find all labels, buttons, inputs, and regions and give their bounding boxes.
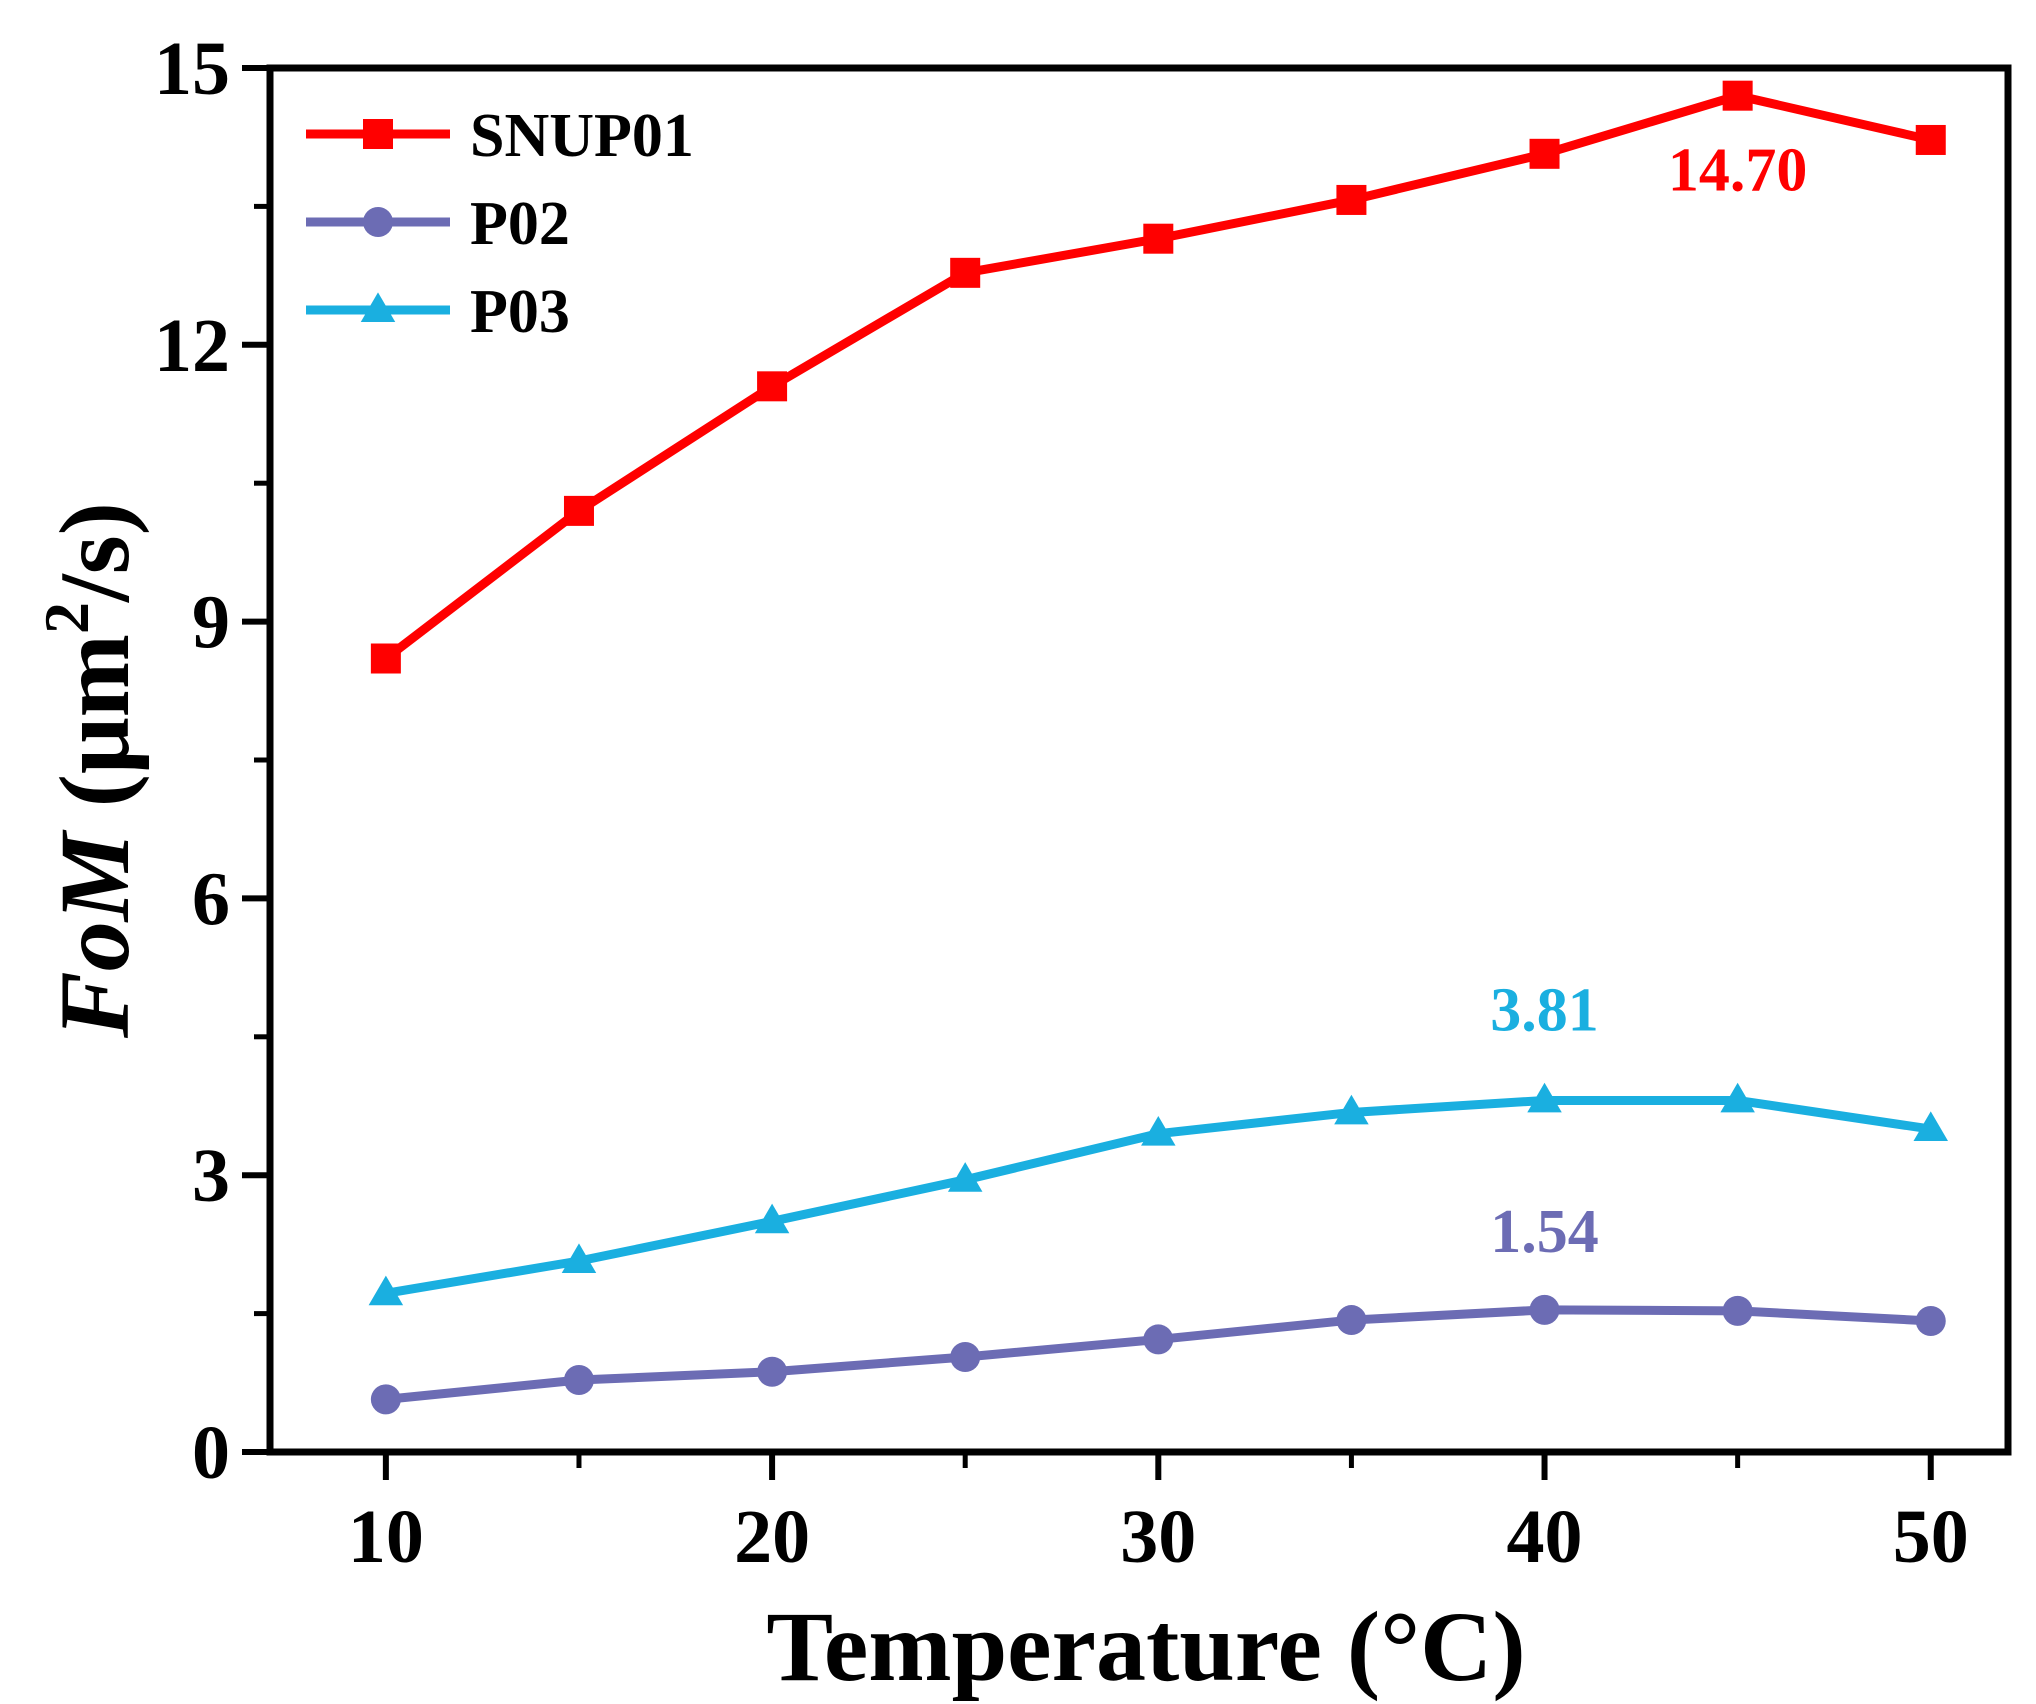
y-axis-title: FoM (μm2/s): [31, 502, 150, 1039]
y-axis-title-superscript: 2: [31, 602, 102, 634]
y-axis-title-italic: FoM: [39, 829, 150, 1039]
y-tick-label: 6: [192, 857, 230, 941]
series-line-p02: [385, 1305, 1931, 1404]
y-tick-label: 12: [154, 304, 230, 388]
data-point-snup01: [563, 495, 594, 526]
y-tick-label: 15: [154, 27, 230, 111]
data-point-p03: [1527, 1082, 1562, 1113]
legend-item-p02: P02: [306, 190, 570, 258]
data-point-snup01: [370, 643, 401, 674]
data-point-p02: [1336, 1305, 1367, 1336]
legend-marker-snup01: [363, 119, 393, 149]
x-tick-label: 40: [1507, 1495, 1583, 1579]
series-snup01: [370, 80, 1946, 674]
data-point-snup01: [950, 257, 981, 288]
series-p02: [370, 1294, 1946, 1415]
legend-label-p03: P03: [470, 278, 570, 346]
y-tick-label: 0: [192, 1411, 230, 1495]
series-p03: [368, 1082, 1949, 1306]
data-label-p03: 3.81: [1490, 976, 1599, 1044]
data-point-snup01: [1143, 223, 1174, 254]
legend-marker-p02: [363, 207, 393, 237]
annotation-group: 14.70 3.81 1.54: [1490, 137, 1807, 1266]
data-point-p02: [1915, 1305, 1946, 1336]
data-point-snup01: [1336, 184, 1367, 215]
data-point-p02: [950, 1341, 981, 1372]
legend-marker-p03: [360, 292, 396, 322]
x-axis-title: Temperature (°C): [766, 1591, 1525, 1702]
x-tick-label: 10: [348, 1495, 424, 1579]
data-point-p03: [1334, 1094, 1369, 1125]
y-tick-label: 3: [192, 1134, 230, 1218]
x-tick-label: 30: [1120, 1495, 1196, 1579]
data-point-p03: [1913, 1111, 1949, 1142]
data-point-snup01: [757, 371, 788, 402]
plot-border: [266, 64, 2012, 1456]
legend-label-snup01: SNUP01: [470, 102, 694, 170]
plot-frame: [266, 64, 2012, 1456]
data-point-p03: [1720, 1082, 1755, 1113]
data-point-snup01: [1529, 138, 1560, 169]
data-point-snup01: [1915, 124, 1946, 155]
data-point-snup01: [1722, 80, 1753, 111]
y-tick-label: 9: [192, 581, 230, 665]
x-axis-ticks: 10 20 30 40 50: [348, 1452, 1969, 1579]
y-axis-ticks: 0 3 6 9 12 15: [154, 27, 270, 1495]
series-group: [368, 80, 1949, 1415]
x-tick-label: 50: [1893, 1495, 1969, 1579]
data-point-p03: [1141, 1116, 1176, 1146]
data-point-p03: [368, 1275, 404, 1306]
data-point-p02: [563, 1365, 594, 1396]
y-axis-title-unit: (μm: [39, 634, 150, 832]
legend-item-p03: P03: [306, 278, 570, 346]
x-tick-label: 20: [734, 1495, 810, 1579]
data-point-p02: [370, 1384, 401, 1415]
legend-label-p02: P02: [470, 190, 570, 258]
data-point-p02: [1529, 1294, 1560, 1325]
data-label-p02: 1.54: [1490, 1198, 1599, 1266]
legend-item-snup01: SNUP01: [306, 102, 694, 170]
data-label-snup01: 14.70: [1668, 137, 1808, 205]
data-point-p02: [1722, 1295, 1753, 1326]
data-point-p02: [757, 1356, 788, 1387]
y-axis-title-unit-end: /s): [39, 502, 150, 603]
data-point-p02: [1143, 1324, 1174, 1355]
data-point-p03: [754, 1203, 790, 1234]
legend: SNUP01 P02 P03: [306, 102, 694, 346]
data-point-p03: [947, 1162, 983, 1192]
data-point-p03: [561, 1243, 597, 1273]
